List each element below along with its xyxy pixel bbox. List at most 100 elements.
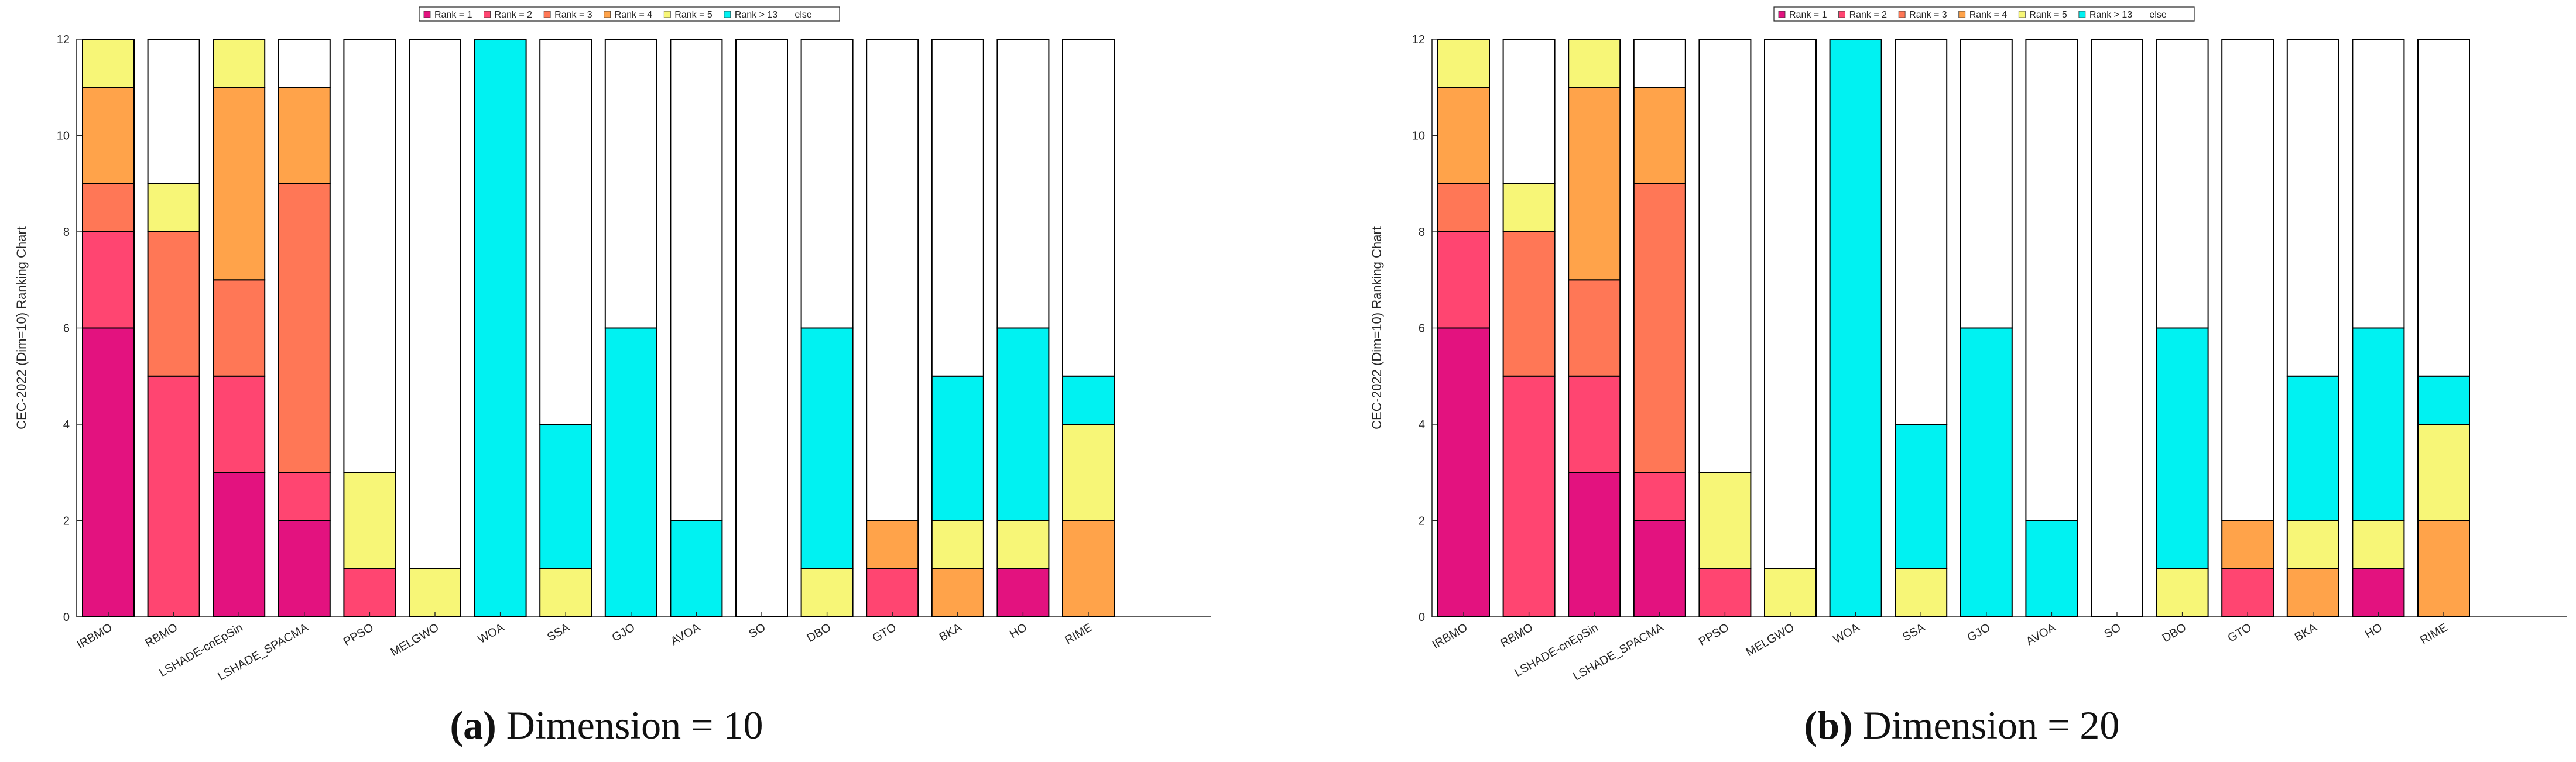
- bar-stack-gto: [2221, 39, 2274, 617]
- x-tick-label: GJO: [1965, 621, 1993, 644]
- bar-segment: [2417, 375, 2470, 425]
- x-tick-label: AVOA: [669, 621, 703, 648]
- bar-segment: [931, 375, 984, 521]
- legend-swatch: [2078, 11, 2086, 18]
- bar-segment: [670, 39, 723, 521]
- bar-segment: [409, 39, 461, 569]
- bar-segment: [1633, 87, 1686, 184]
- bar-stack-rime: [2417, 39, 2470, 617]
- bar-segment: [1062, 39, 1115, 377]
- bar-stack-so: [2091, 39, 2143, 617]
- x-tick-label: IRBMO: [1430, 621, 1470, 651]
- bar-stack-rbmo: [1502, 39, 1556, 617]
- bar-segment: [213, 472, 266, 617]
- bar-segment: [1437, 183, 1490, 232]
- bar-segment: [1568, 279, 1621, 377]
- bar-segment: [1502, 183, 1556, 232]
- bar-segment: [82, 39, 135, 88]
- legend-swatch: [1778, 11, 1786, 18]
- y-tick-label: 12: [1412, 33, 1425, 46]
- legend-entry: Rank > 13: [2089, 10, 2132, 20]
- bar-stack-ssa: [539, 39, 592, 617]
- bar-segment: [2025, 39, 2078, 521]
- x-tick-label: BKA: [937, 621, 964, 644]
- bar-segment: [82, 183, 135, 232]
- bar-segment: [147, 231, 200, 377]
- legend-entry: Rank = 2: [1849, 10, 1888, 20]
- bar-segment: [278, 39, 331, 88]
- bar-segment: [343, 39, 396, 473]
- bar-segment: [931, 520, 984, 569]
- x-tick-label: WOA: [1831, 621, 1862, 646]
- y-tick-label: 2: [1419, 515, 1425, 528]
- bar-segment: [2352, 568, 2405, 617]
- y-axis-label: CEC-2022 (Dim=10) Ranking Chart: [1369, 226, 1384, 430]
- legend-swatch: [1838, 11, 1845, 18]
- bar-stack-ppso: [343, 39, 396, 617]
- legend-entry: Rank = 5: [2029, 10, 2067, 20]
- x-tick-label: WOA: [476, 621, 507, 646]
- legend-swatch: [604, 11, 611, 18]
- bar-stack-ssa: [1895, 39, 1948, 617]
- bar-segment: [2352, 327, 2405, 521]
- bar-stack-dbo: [2156, 39, 2209, 617]
- bar-segment: [2286, 39, 2339, 377]
- bar-segment: [2221, 520, 2274, 569]
- x-tick-label: AVOA: [2024, 621, 2058, 648]
- bar-stack-gjo: [604, 39, 657, 617]
- y-tick-label: 10: [57, 130, 70, 143]
- bar-segment: [278, 183, 331, 473]
- bar-segment: [2286, 520, 2339, 569]
- bar-segment: [996, 39, 1050, 329]
- bar-segment: [2091, 39, 2143, 617]
- bar-segment: [1633, 183, 1686, 473]
- bar-stack-bka: [2286, 39, 2339, 617]
- bar-segment: [1895, 39, 1948, 425]
- bar-segment: [539, 39, 592, 425]
- bar-segment: [343, 472, 396, 569]
- caption-label: (b): [1804, 703, 1853, 747]
- bar-segment: [1633, 39, 1686, 88]
- bar-segment: [278, 472, 331, 521]
- legend-entry: Rank = 1: [434, 10, 472, 20]
- bar-stack-lshade_spacma: [1633, 39, 1686, 617]
- bar-segment: [343, 568, 396, 617]
- x-tick-label: MELGWO: [1744, 621, 1797, 659]
- x-tick-label: HO: [2363, 621, 2385, 641]
- legend-entry: Rank = 5: [674, 10, 712, 20]
- y-tick-label: 10: [1412, 130, 1425, 143]
- bar-segment: [147, 375, 200, 617]
- bar-segment: [1698, 568, 1752, 617]
- x-tick-label: DBO: [805, 621, 834, 645]
- x-tick-label: RIME: [1063, 621, 1094, 647]
- legend-entry: Rank = 4: [615, 10, 653, 20]
- bar-segment: [2417, 39, 2470, 377]
- bar-segment: [2156, 39, 2209, 329]
- bar-segment: [735, 39, 788, 617]
- bar-segment: [1437, 39, 1490, 88]
- bar-segment: [1764, 39, 1817, 569]
- bar-segment: [2221, 39, 2274, 521]
- bar-stack-avoa: [670, 39, 723, 617]
- bar-segment: [213, 375, 266, 473]
- bar-segment: [996, 327, 1050, 521]
- bar-segment: [1437, 231, 1490, 329]
- bar-segment: [1502, 375, 1556, 617]
- bar-segment: [931, 39, 984, 377]
- bar-stack-so: [735, 39, 788, 617]
- y-tick-label: 0: [1419, 611, 1425, 624]
- bar-segment: [1960, 327, 2013, 617]
- x-tick-label: DBO: [2160, 621, 2189, 645]
- bar-segment: [409, 568, 461, 617]
- x-tick-label: IRBMO: [75, 621, 115, 651]
- bar-segment: [996, 568, 1050, 617]
- bar-stack-dbo: [800, 39, 854, 617]
- x-tick-label: RBMO: [1498, 621, 1535, 650]
- bar-segment: [1764, 568, 1817, 617]
- bar-segment: [539, 568, 592, 617]
- x-tick-label: SO: [2102, 621, 2123, 641]
- x-tick-label: RIME: [2418, 621, 2450, 647]
- bar-stack-woa: [1829, 39, 1882, 617]
- bar-segment: [800, 327, 854, 569]
- bar-segment: [147, 39, 200, 184]
